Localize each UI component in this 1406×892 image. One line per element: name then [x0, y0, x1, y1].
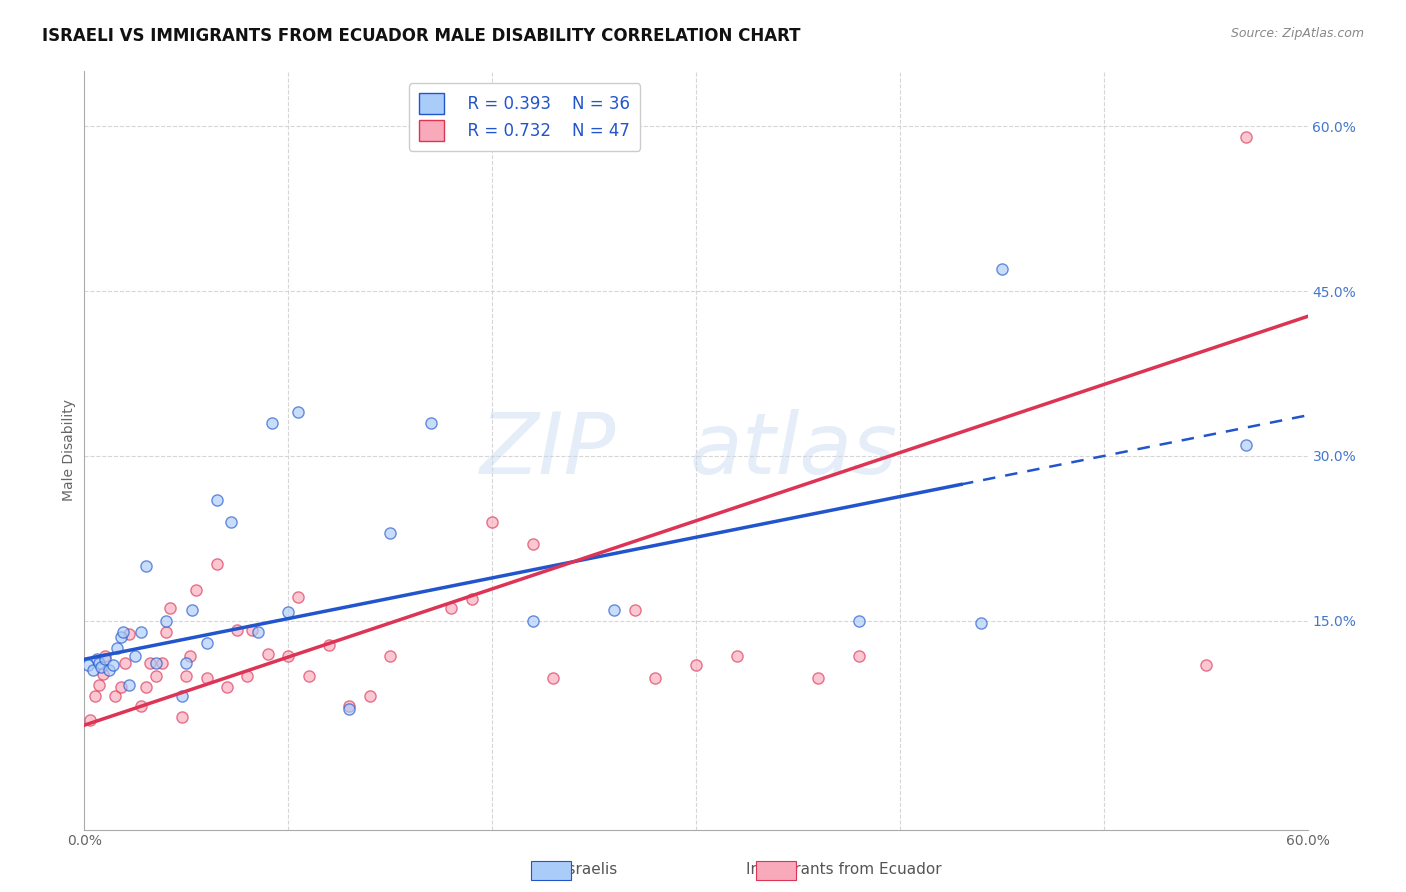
Point: [114, 656, 136, 670]
Point: [172, 710, 194, 724]
Point: [240, 623, 263, 637]
Point: [112, 624, 135, 639]
Point: [257, 647, 280, 661]
Point: [101, 657, 124, 672]
Point: [97, 663, 120, 677]
Point: [179, 648, 201, 663]
Point: [159, 600, 181, 615]
Point: [848, 648, 870, 663]
Legend:   R = 0.393    N = 36,   R = 0.732    N = 47: R = 0.393 N = 36, R = 0.732 N = 47: [409, 84, 640, 151]
Point: [246, 624, 269, 639]
Point: [205, 492, 228, 507]
Point: [155, 614, 177, 628]
Point: [155, 624, 177, 639]
Point: [118, 627, 141, 641]
Point: [226, 623, 249, 637]
Point: [318, 638, 340, 652]
Point: [522, 537, 544, 551]
Point: [461, 591, 484, 606]
Point: [380, 648, 402, 663]
Point: [93, 652, 115, 666]
Point: [91, 666, 114, 681]
Text: ISRAELI VS IMMIGRANTS FROM ECUADOR MALE DISABILITY CORRELATION CHART: ISRAELI VS IMMIGRANTS FROM ECUADOR MALE …: [42, 27, 800, 45]
Point: [83, 689, 105, 703]
Point: [77, 657, 100, 672]
Point: [298, 669, 321, 683]
Point: [174, 656, 197, 670]
Point: [186, 582, 208, 597]
Point: [287, 405, 309, 419]
Point: [145, 669, 167, 683]
Text: atlas: atlas: [690, 409, 898, 492]
Text: Immigrants from Ecuador: Immigrants from Ecuador: [745, 863, 942, 877]
Point: [277, 648, 299, 663]
Point: [420, 416, 443, 430]
Text: Source: ZipAtlas.com: Source: ZipAtlas.com: [1230, 27, 1364, 40]
Point: [260, 416, 283, 430]
Point: [848, 614, 870, 628]
Point: [110, 680, 132, 694]
Point: [124, 648, 146, 663]
Point: [219, 515, 242, 529]
Point: [110, 630, 132, 644]
Point: [93, 648, 115, 663]
Point: [991, 262, 1014, 277]
Point: [135, 680, 157, 694]
Point: [79, 713, 101, 727]
Point: [339, 701, 361, 715]
Point: [195, 671, 218, 685]
Point: [131, 699, 153, 714]
Point: [644, 671, 666, 685]
Point: [135, 558, 157, 573]
Point: [172, 689, 194, 703]
Point: [87, 656, 110, 670]
Point: [287, 590, 309, 604]
Point: [104, 689, 127, 703]
Point: [543, 671, 565, 685]
Point: [138, 656, 160, 670]
Point: [685, 657, 707, 672]
Point: [440, 600, 463, 615]
Point: [970, 615, 993, 630]
Text: ZIP: ZIP: [481, 409, 616, 492]
Point: [195, 636, 218, 650]
Point: [725, 648, 748, 663]
Point: [1236, 130, 1258, 145]
Point: [145, 656, 167, 670]
Point: [624, 603, 647, 617]
Point: [359, 689, 381, 703]
Point: [174, 669, 197, 683]
Point: [522, 614, 544, 628]
Point: [90, 660, 112, 674]
Point: [603, 603, 626, 617]
Point: [807, 671, 830, 685]
Point: [118, 677, 141, 691]
Y-axis label: Male Disability: Male Disability: [62, 400, 76, 501]
Point: [82, 663, 104, 677]
Point: [236, 669, 259, 683]
Point: [481, 515, 503, 529]
Point: [87, 677, 110, 691]
Point: [339, 699, 361, 714]
Point: [380, 525, 402, 540]
Point: [150, 656, 173, 670]
Point: [1195, 657, 1218, 672]
Point: [1236, 438, 1258, 452]
Point: [277, 605, 299, 619]
Point: [181, 603, 204, 617]
Point: [205, 557, 228, 571]
Point: [217, 680, 239, 694]
Point: [86, 652, 108, 666]
Point: [105, 641, 128, 656]
Point: [131, 624, 153, 639]
Text: Israelis: Israelis: [564, 863, 617, 877]
